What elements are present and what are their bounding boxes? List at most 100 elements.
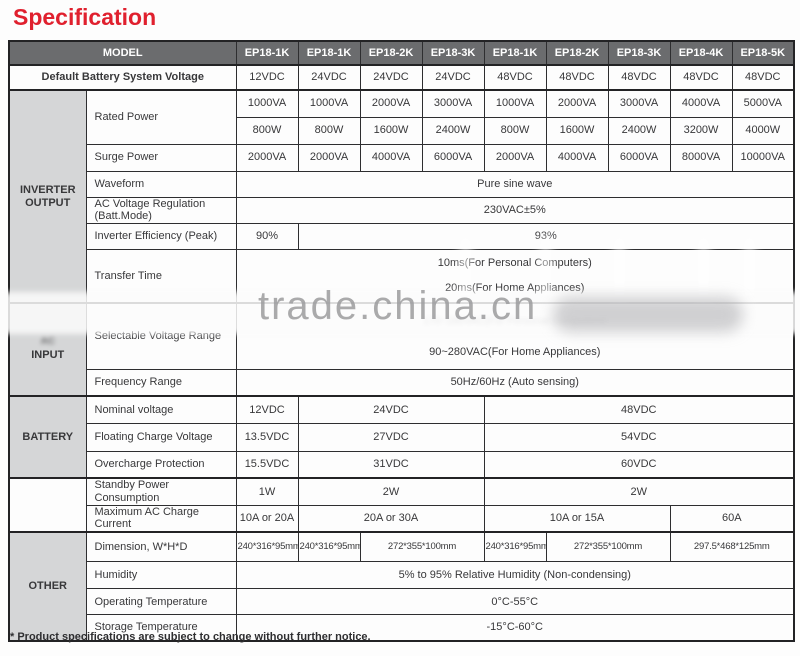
- row-label-storage-temperature: Storage Temperature: [85, 614, 237, 642]
- model-cell: EP18-2K: [545, 40, 609, 66]
- value-cell: 48VDC: [483, 395, 795, 424]
- section-label-input: AC INPUT: [8, 302, 87, 397]
- row-label-waveform: Waveform: [85, 170, 237, 198]
- value-cell: 3000VA: [421, 89, 485, 118]
- value-cell: 10A or 20A: [235, 504, 299, 533]
- model-header-cell: MODEL: [8, 40, 237, 66]
- value-cell: 20A or 30A: [297, 504, 485, 533]
- value-cell: 1000VA: [297, 89, 361, 118]
- nominal-voltage-row: BATTERY Nominal voltage 12VDC 24VDC 48VD…: [8, 395, 795, 479]
- value-cell: 1000VA: [483, 89, 547, 118]
- value-cell: 6000VA: [607, 143, 671, 172]
- input-obscured-text: AC: [40, 336, 55, 348]
- section-label-battery: BATTERY: [8, 395, 87, 479]
- row-label-transfer-time: Transfer Time: [85, 248, 237, 304]
- row-label-ac-voltage-regulation: AC Voltage Regulation (Batt.Mode): [85, 196, 237, 224]
- floating-charge-voltage-row: Floating Charge Voltage 13.5VDC 27VDC 54…: [9, 422, 795, 452]
- value-cell: 10ms(For Personal Computers) 20ms(For Ho…: [235, 248, 795, 304]
- value-cell: 2000VA: [235, 143, 299, 172]
- operating-temperature-row: Operating Temperature 0°C-55°C: [9, 588, 795, 616]
- value-cell: 24VDC: [297, 395, 485, 424]
- value-cell: 31VDC: [297, 450, 485, 479]
- value-cell: 4000VA: [545, 143, 609, 172]
- section-label-inverter-output: INVERTER OUTPUT: [8, 88, 87, 304]
- rated-power-va-row: INVERTER OUTPUT Rated Power 1000VA 1000V…: [8, 88, 795, 304]
- value-cell: 4000VA: [359, 143, 423, 172]
- model-cell: EP18-5K: [731, 40, 795, 66]
- value-cell: 93%: [297, 222, 795, 250]
- transfer-time-values: 10ms(For Personal Computers) 20ms(For Ho…: [239, 251, 792, 301]
- model-cell: EP18-1K: [483, 40, 547, 66]
- model-cell: EP18-4K: [669, 40, 733, 66]
- input-label-text: INPUT: [31, 349, 65, 362]
- storage-temperature-row: Storage Temperature -15°C-60°C: [9, 614, 795, 642]
- value-cell: 3000VA: [607, 89, 671, 118]
- max-ac-charge-current-row: Maximum AC Charge Current 10A or 20A 20A…: [9, 504, 795, 533]
- value-cell: 24VDC: [297, 64, 361, 91]
- value-cell: 2000VA: [297, 143, 361, 172]
- value-cell: 1000VA: [235, 89, 299, 118]
- value-cell: 2000VA: [545, 89, 609, 118]
- model-cell: EP18-3K: [421, 40, 485, 66]
- rated-power-w-row: 800W 800W 1600W 2400W 800W 1600W 2400W 3…: [9, 116, 795, 145]
- input-label-stack: AC INPUT: [12, 337, 84, 362]
- value-cell: 12VDC: [235, 64, 299, 91]
- value-cell: Pure sine wave: [235, 170, 795, 198]
- transfer-time-row: Transfer Time 10ms(For Personal Computer…: [9, 248, 795, 304]
- value-cell: 48VDC: [483, 64, 547, 91]
- selectable-voltage-line1-obscured: 170~280VAC(For Personal Computers): [423, 314, 607, 327]
- value-cell: 15.5VDC: [235, 450, 299, 479]
- row-label-selectable-voltage-range: Selectable Voltage Range: [85, 302, 237, 370]
- value-cell: 10000VA: [731, 143, 795, 172]
- value-cell: 297.5*468*125mm: [669, 530, 795, 563]
- standby-power-row: Standby Power Consumption 1W 2W 2W: [8, 477, 795, 533]
- value-cell: 4000VA: [669, 89, 733, 118]
- value-cell: 0°C-55°C: [235, 588, 795, 616]
- value-cell: 48VDC: [607, 64, 671, 91]
- specification-table: MODEL EP18-1K EP18-1K EP18-2K EP18-3K EP…: [8, 40, 796, 642]
- row-label-standby-power: Standby Power Consumption: [85, 477, 237, 506]
- model-cell: EP18-1K: [297, 40, 361, 66]
- value-cell: 1600W: [359, 116, 423, 145]
- value-cell: 230VAC±5%: [235, 196, 795, 224]
- row-label-inverter-efficiency: Inverter Efficiency (Peak): [85, 222, 237, 250]
- value-cell: 240*316*95mm: [297, 530, 361, 563]
- row-label-frequency-range: Frequency Range: [85, 368, 237, 397]
- value-cell: 2W: [483, 477, 795, 506]
- overcharge-protection-row: Overcharge Protection 15.5VDC 31VDC 60VD…: [9, 450, 795, 479]
- value-cell: 2000VA: [483, 143, 547, 172]
- frequency-range-row: Frequency Range 50Hz/60Hz (Auto sensing): [9, 368, 795, 397]
- selectable-voltage-range-row: AC INPUT Selectable Voltage Range 170~28…: [8, 302, 795, 397]
- value-cell: 800W: [483, 116, 547, 145]
- value-cell: 240*316*95mm: [235, 530, 299, 563]
- value-cell: 60A: [669, 504, 795, 533]
- value-cell: -15°C-60°C: [235, 614, 795, 642]
- selectable-voltage-values: 170~280VAC(For Personal Computers) 90~28…: [239, 306, 792, 368]
- value-cell: 10A or 15A: [483, 504, 671, 533]
- value-cell: 2W: [297, 477, 485, 506]
- value-cell: 48VDC: [669, 64, 733, 91]
- value-cell: 90%: [235, 222, 299, 250]
- value-cell: 800W: [235, 116, 299, 145]
- section-label-empty: [8, 477, 87, 533]
- row-label-overcharge-protection: Overcharge Protection: [85, 450, 237, 479]
- row-label-humidity: Humidity: [85, 561, 237, 590]
- section-label-other: OTHER: [8, 530, 87, 642]
- value-cell: 240*316*95mm: [483, 530, 547, 563]
- transfer-time-line1: 10ms(For Personal Computers): [437, 257, 592, 270]
- value-cell: 272*355*100mm: [545, 530, 671, 563]
- value-cell: 13.5VDC: [235, 422, 299, 452]
- value-cell: 2000VA: [359, 89, 423, 118]
- row-label-floating-charge-voltage: Floating Charge Voltage: [85, 422, 237, 452]
- value-cell: 5% to 95% Relative Humidity (Non-condens…: [235, 561, 795, 590]
- value-cell: 8000VA: [669, 143, 733, 172]
- humidity-row: Humidity 5% to 95% Relative Humidity (No…: [9, 561, 795, 590]
- value-cell: 170~280VAC(For Personal Computers) 90~28…: [235, 302, 795, 370]
- value-cell: 272*355*100mm: [359, 530, 485, 563]
- value-cell: 6000VA: [421, 143, 485, 172]
- value-cell: 24VDC: [421, 64, 485, 91]
- model-cell: EP18-2K: [359, 40, 423, 66]
- value-cell: 48VDC: [731, 64, 795, 91]
- selectable-voltage-line2: 90~280VAC(For Home Appliances): [429, 345, 601, 358]
